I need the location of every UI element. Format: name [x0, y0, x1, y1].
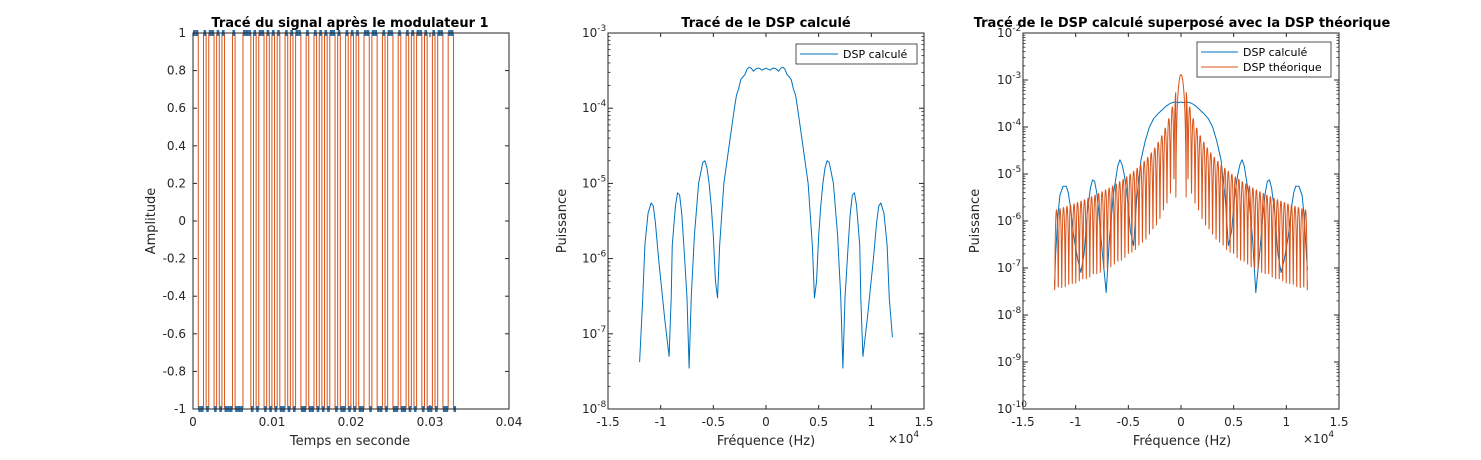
subplot-1-xtick-label: 0	[189, 415, 197, 429]
subplot-3-marks: -1.5 -1 -0.5 0 0.5 1 1.5×104 10-10 10-9 10-8 10-7 1…	[997, 24, 1349, 446]
subplot-2-xlabel: Fréquence (Hz)	[717, 434, 815, 449]
subplot-2-xtick-label: -1.5	[596, 415, 619, 429]
subplot-3: Tracé de le DSP calculé superposé avec l…	[968, 16, 1390, 449]
subplot-1-ytick-label: 1	[178, 26, 186, 40]
subplot-2-ytick-label: 10-6	[582, 250, 607, 266]
subplot-2-axes-box	[607, 32, 925, 410]
subplot-3-xtick-label: 0.5	[1224, 415, 1243, 429]
subplot-3-legend: DSP calculé DSP théorique	[1196, 41, 1332, 78]
subplot-3-ytick-label: 10-8	[997, 306, 1022, 322]
subplot-1: Tracé du signal après le modulateur 1 Te…	[144, 16, 522, 449]
subplot-2-ytick-label: 10-8	[582, 400, 607, 416]
subplot-3-xtick-label: 1	[1283, 415, 1291, 429]
subplot-1-xtick-label: 0.03	[417, 415, 444, 429]
subplot-2-xtick-label: 0.5	[809, 415, 828, 429]
subplot-3-legend-label-2: DSP théorique	[1243, 61, 1322, 74]
subplot-3-ylabel: Puissance	[968, 189, 983, 253]
subplot-3-legend-label-1: DSP calculé	[1243, 46, 1308, 59]
subplot-2: Tracé de le DSP calculé Fréquence (Hz) P…	[555, 16, 934, 449]
subplot-1-ytick-label: 0.2	[167, 176, 186, 190]
subplot-1-axes-box	[192, 32, 510, 410]
subplot-3-dsp-theorique-line	[1054, 74, 1308, 291]
subplot-3-xlabel: Fréquence (Hz)	[1133, 434, 1231, 449]
subplot-3-ytick-label: 10-6	[997, 212, 1022, 228]
subplot-3-xtick-label: -1.5	[1011, 415, 1034, 429]
subplot-3-x-multiplier: ×104	[1303, 430, 1334, 446]
subplot-2-ytick-label: 10-3	[582, 24, 606, 40]
subplot-1-xtick-label: 0.02	[338, 415, 365, 429]
subplot-1-xtick-label: 0.01	[259, 415, 286, 429]
subplot-1-ytick-label: 0.8	[167, 64, 186, 78]
subplot-3-ytick-label: 10-9	[997, 353, 1022, 369]
subplot-3-ytick-label: 10-4	[997, 118, 1022, 134]
subplot-1-ytick-label: -1	[174, 402, 186, 416]
subplot-2-ytick-label: 10-7	[582, 325, 606, 341]
subplot-2-xtick-label: -1	[655, 415, 667, 429]
subplot-2-xtick-label: 1	[868, 415, 876, 429]
subplot-2-dsp-calcule-line	[639, 66, 893, 369]
subplot-1-xtick-label: 0.04	[496, 415, 523, 429]
subplot-3-xtick-label: 0	[1177, 415, 1185, 429]
subplot-3-legend-box	[1196, 41, 1332, 78]
subplot-1-title: Tracé du signal après le modulateur 1	[211, 16, 488, 31]
subplot-1-ytick-label: -0.8	[163, 364, 186, 378]
subplot-2-ylabel: Puissance	[555, 189, 570, 253]
subplot-1-ytick-label: -0.2	[163, 252, 186, 266]
subplot-3-ytick-label: 10-3	[997, 71, 1021, 87]
subplot-1-signal-line	[193, 32, 457, 410]
subplot-3-ytick-label: 10-7	[997, 259, 1021, 275]
subplot-2-legend-label-1: DSP calculé	[843, 48, 908, 61]
subplot-2-ytick-label: 10-4	[582, 99, 607, 115]
subplot-1-ytick-label: -0.6	[163, 327, 186, 341]
subplot-2-ytick-label: 10-5	[582, 174, 606, 190]
subplot-1-xlabel: Temps en seconde	[289, 434, 410, 449]
subplot-2-xtick-label: 1.5	[914, 415, 933, 429]
subplot-2-legend-box	[795, 43, 918, 65]
subplot-2-legend: DSP calculé	[795, 43, 918, 65]
subplot-1-ylabel: Amplitude	[144, 188, 159, 255]
subplot-3-ytick-label: 10-10	[997, 400, 1027, 416]
subplot-1-ytick-label: -0.4	[163, 289, 186, 303]
subplot-2-title: Tracé de le DSP calculé	[681, 16, 851, 31]
subplot-3-title: Tracé de le DSP calculé superposé avec l…	[974, 16, 1391, 31]
subplot-2-xtick-label: 0	[762, 415, 770, 429]
subplot-3-ytick-label: 10-5	[997, 165, 1021, 181]
subplot-2-x-multiplier: ×104	[888, 430, 919, 446]
subplot-3-dsp-calcule-line	[1054, 101, 1308, 294]
subplot-1-ytick-label: 0.4	[167, 139, 186, 153]
subplot-2-xtick-label: -0.5	[702, 415, 725, 429]
subplot-1-ytick-label: 0	[178, 214, 186, 228]
subplot-1-ytick-label: 0.6	[167, 101, 186, 115]
subplot-3-ytick-label: 10-2	[997, 24, 1021, 40]
subplot-3-xtick-label: -1	[1070, 415, 1082, 429]
subplot-3-axes-box	[1022, 32, 1340, 410]
subplot-3-xtick-label: 1.5	[1329, 415, 1348, 429]
subplot-3-xtick-label: -0.5	[1117, 415, 1140, 429]
